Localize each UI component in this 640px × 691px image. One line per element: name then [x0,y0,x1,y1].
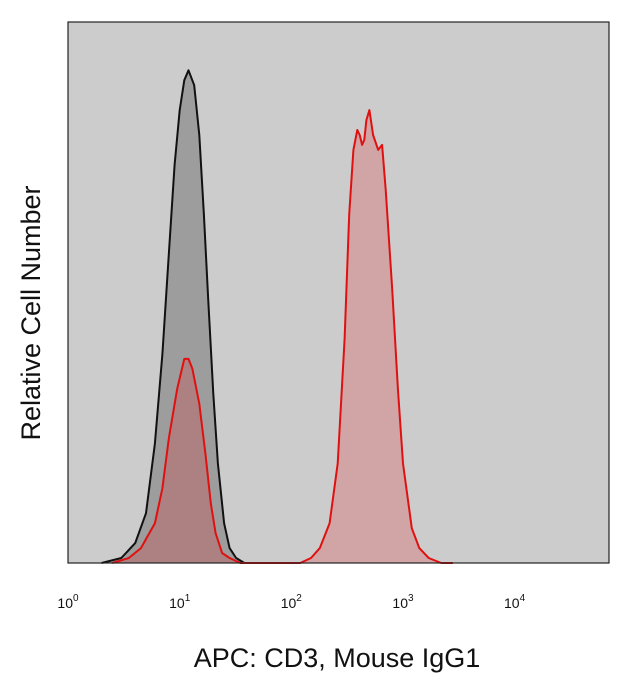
series-layer [101,69,453,564]
plot-background [68,22,609,563]
series-red-line [112,109,453,564]
x-axis-title: APC: CD3, Mouse IgG1 [194,643,481,673]
x-tick-label: 102 [281,593,303,611]
x-tick-label: 103 [392,593,414,611]
plot-frame [67,21,610,564]
series-black-fill [101,70,267,564]
x-tick-layer: 100 101 102 103 104 [57,593,525,611]
y-axis-title: Relative Cell Number [16,185,46,440]
x-tick-label: 101 [169,593,191,611]
series-red-fill [112,110,453,563]
x-tick-label: 100 [57,593,79,611]
series-black-line [101,69,267,564]
x-tick-label: 104 [504,593,526,611]
